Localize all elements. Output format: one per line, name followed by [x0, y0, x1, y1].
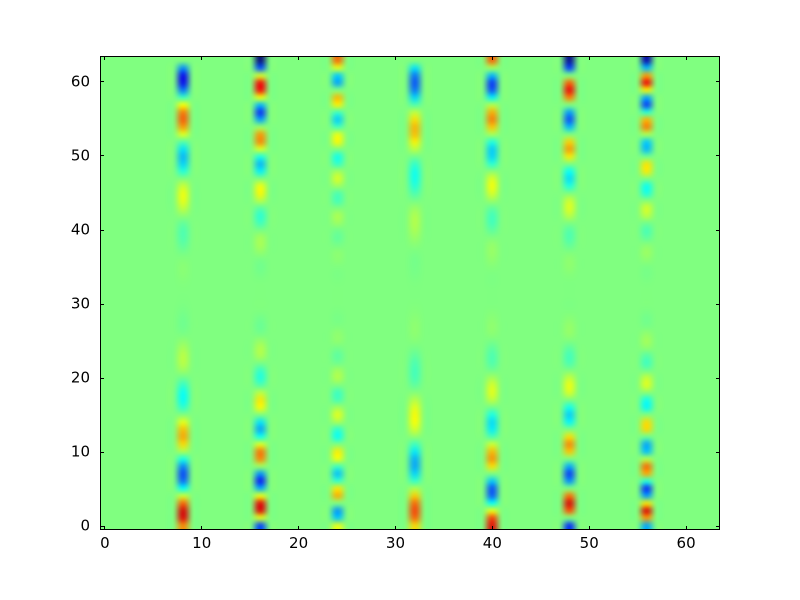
x-tick-label: 20 [289, 534, 309, 552]
x-tick-mark [201, 526, 203, 530]
x-tick-label: 0 [100, 534, 110, 552]
y-tick-label: 30 [70, 294, 90, 313]
y-tick-label: 0 [80, 516, 90, 535]
y-tick-mark [100, 229, 104, 231]
x-tick-label: 30 [385, 534, 406, 552]
x-tick-mark-top [104, 56, 106, 60]
y-tick-mark [100, 525, 104, 527]
y-tick-mark-right [716, 377, 720, 379]
x-tick-mark [104, 526, 106, 530]
x-tick-mark [685, 526, 687, 530]
x-tick-mark-top [298, 56, 300, 60]
x-tick-mark [298, 526, 300, 530]
x-tick-label: 10 [192, 534, 212, 552]
x-tick-mark [588, 526, 590, 530]
x-tick-mark-top [394, 56, 396, 60]
x-tick-label: 40 [482, 534, 502, 552]
x-tick-mark-top [588, 56, 590, 60]
x-tick-mark-top [201, 56, 203, 60]
y-tick-label: 50 [70, 146, 90, 165]
x-tick-mark-top [685, 56, 687, 60]
y-tick-mark [100, 155, 104, 157]
y-tick-mark [100, 451, 104, 453]
y-tick-label: 20 [70, 368, 90, 387]
heatmap-image [101, 57, 719, 529]
y-tick-mark [100, 303, 104, 305]
y-tick-label: 40 [70, 220, 90, 239]
x-tick-mark-top [491, 56, 493, 60]
x-tick-label: 60 [676, 534, 696, 552]
x-tick-mark [491, 526, 493, 530]
y-tick-mark-right [716, 525, 720, 527]
y-tick-label: 60 [70, 72, 90, 91]
y-tick-mark-right [716, 303, 720, 305]
y-tick-mark-right [716, 451, 720, 453]
y-tick-label: 10 [70, 442, 90, 461]
y-tick-mark [100, 377, 104, 379]
heatmap-axes [100, 56, 720, 530]
y-tick-mark-right [716, 155, 720, 157]
y-tick-mark [100, 81, 104, 83]
y-tick-mark-right [716, 229, 720, 231]
x-tick-label: 50 [579, 534, 599, 552]
y-tick-mark-right [716, 81, 720, 83]
x-tick-mark [394, 526, 396, 530]
